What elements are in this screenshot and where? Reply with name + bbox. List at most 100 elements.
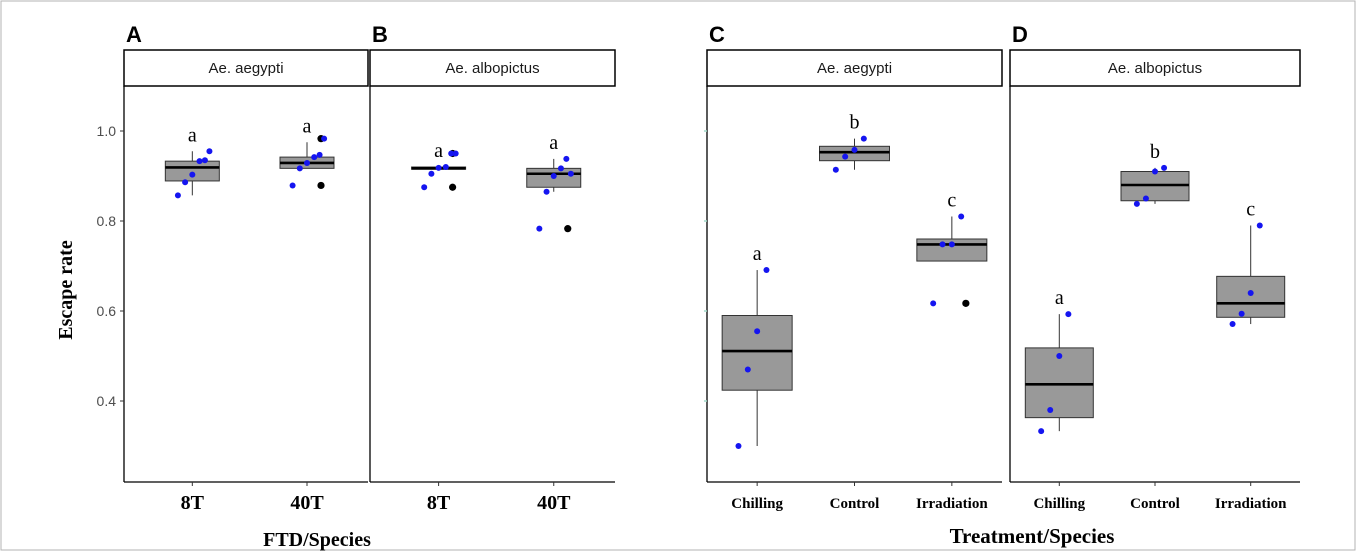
data-point bbox=[1133, 200, 1140, 207]
data-point bbox=[201, 157, 208, 164]
box-40t: a 40T bbox=[526, 132, 582, 514]
significance-letter: a bbox=[549, 132, 558, 154]
data-point bbox=[1161, 164, 1168, 171]
x-tick-label: Chilling bbox=[731, 496, 783, 512]
data-point bbox=[763, 267, 770, 274]
data-point bbox=[563, 155, 570, 162]
box-irradiation: c Irradiation bbox=[1215, 199, 1287, 513]
data-point bbox=[428, 170, 435, 177]
outlier-point bbox=[449, 183, 457, 191]
x-tick-label: Irradiation bbox=[916, 496, 988, 512]
data-point bbox=[182, 179, 189, 186]
data-point bbox=[948, 241, 955, 248]
box-8t: a 8T bbox=[164, 124, 220, 514]
panels: A Ae. aegypti 0.4 0.6 0.8 1.0 a 8T a 40T B Ae. albo… bbox=[97, 22, 1301, 514]
data-point bbox=[735, 443, 742, 449]
data-point bbox=[448, 150, 455, 157]
significance-letter: b bbox=[850, 112, 860, 134]
panel-letter: A bbox=[126, 22, 142, 47]
panel-a: A Ae. aegypti 0.4 0.6 0.8 1.0 a 8T a 40T bbox=[97, 22, 369, 514]
data-point bbox=[442, 164, 449, 170]
x-axis-title-right: Treatment/Species bbox=[950, 524, 1115, 548]
box-control: b Control bbox=[819, 112, 890, 512]
data-point bbox=[296, 165, 303, 172]
data-point bbox=[1152, 168, 1158, 175]
data-point bbox=[842, 153, 849, 160]
data-point bbox=[744, 366, 751, 373]
data-point bbox=[1142, 195, 1149, 202]
data-point bbox=[958, 213, 965, 220]
panel-b: B Ae. albopictus a 8T a 40T bbox=[369, 22, 616, 514]
data-point bbox=[206, 148, 213, 155]
box-chilling: a Chilling bbox=[721, 243, 793, 512]
data-point bbox=[543, 188, 550, 195]
facet-strip-label: Ae. albopictus bbox=[445, 60, 539, 77]
box-irradiation: c Irradiation bbox=[916, 190, 988, 513]
y-tick-label: 0.6 bbox=[97, 303, 117, 319]
facet-strip bbox=[1009, 49, 1301, 87]
x-tick-label: 40T bbox=[290, 492, 324, 514]
panel-letter: B bbox=[372, 22, 388, 47]
facet-strip-label: Ae. aegypti bbox=[208, 60, 283, 77]
x-tick-label: 8T bbox=[181, 492, 205, 514]
y-axis-title: Escape rate bbox=[55, 240, 77, 340]
box-chilling: a Chilling bbox=[1024, 287, 1094, 512]
x-tick-label: Control bbox=[1130, 496, 1180, 512]
data-point bbox=[1238, 310, 1245, 317]
data-point bbox=[1256, 222, 1263, 229]
data-point bbox=[754, 328, 761, 335]
facet-strip-label: Ae. aegypti bbox=[817, 60, 892, 77]
left-figure: Escape rate FTD/Species bbox=[55, 240, 371, 551]
data-point bbox=[174, 192, 181, 199]
data-point bbox=[1229, 321, 1236, 328]
data-point bbox=[311, 154, 318, 161]
data-point bbox=[1056, 353, 1063, 359]
box-iqr bbox=[1024, 347, 1094, 419]
box-40t: a 40T bbox=[279, 115, 335, 514]
box-8t: a 8T bbox=[411, 140, 467, 514]
significance-letter: a bbox=[188, 124, 197, 146]
data-point bbox=[860, 135, 867, 142]
data-point bbox=[452, 150, 459, 157]
data-point bbox=[1065, 311, 1072, 318]
data-point bbox=[930, 300, 937, 307]
significance-letter: c bbox=[1246, 199, 1255, 221]
data-point bbox=[304, 159, 310, 166]
data-point bbox=[832, 166, 839, 173]
box-iqr bbox=[1216, 275, 1286, 318]
data-point bbox=[1038, 428, 1045, 435]
outlier-point bbox=[564, 225, 572, 233]
box-iqr bbox=[721, 315, 793, 391]
panel-letter: C bbox=[709, 22, 725, 47]
outlier-point bbox=[317, 181, 325, 190]
panel-letter: D bbox=[1012, 22, 1028, 47]
facet-strip bbox=[369, 49, 616, 87]
significance-letter: b bbox=[1150, 141, 1160, 163]
data-point bbox=[321, 135, 328, 142]
significance-letter: c bbox=[947, 190, 956, 212]
box-control: b Control bbox=[1120, 141, 1190, 512]
box-iqr bbox=[164, 160, 220, 182]
panel-d: D Ae. albopictus a Chilling b Control c Irradia… bbox=[1009, 22, 1301, 513]
facet-strip bbox=[123, 49, 369, 87]
data-point bbox=[196, 158, 203, 165]
data-point bbox=[435, 164, 442, 171]
data-point bbox=[536, 225, 543, 232]
data-point bbox=[289, 182, 296, 189]
x-tick-label: Control bbox=[830, 496, 880, 512]
right-figure: Treatment/Species bbox=[950, 524, 1115, 548]
significance-letter: a bbox=[753, 243, 762, 265]
data-point bbox=[421, 184, 428, 191]
data-point bbox=[851, 146, 858, 153]
data-point bbox=[1047, 407, 1054, 413]
significance-letter: a bbox=[434, 140, 443, 162]
data-point bbox=[316, 151, 323, 158]
data-point bbox=[550, 173, 557, 179]
outlier-point bbox=[962, 299, 970, 307]
data-point bbox=[567, 170, 574, 177]
x-axis-title-left: FTD/Species bbox=[263, 529, 371, 551]
x-tick-label: 8T bbox=[427, 492, 451, 514]
significance-letter: a bbox=[303, 115, 312, 137]
